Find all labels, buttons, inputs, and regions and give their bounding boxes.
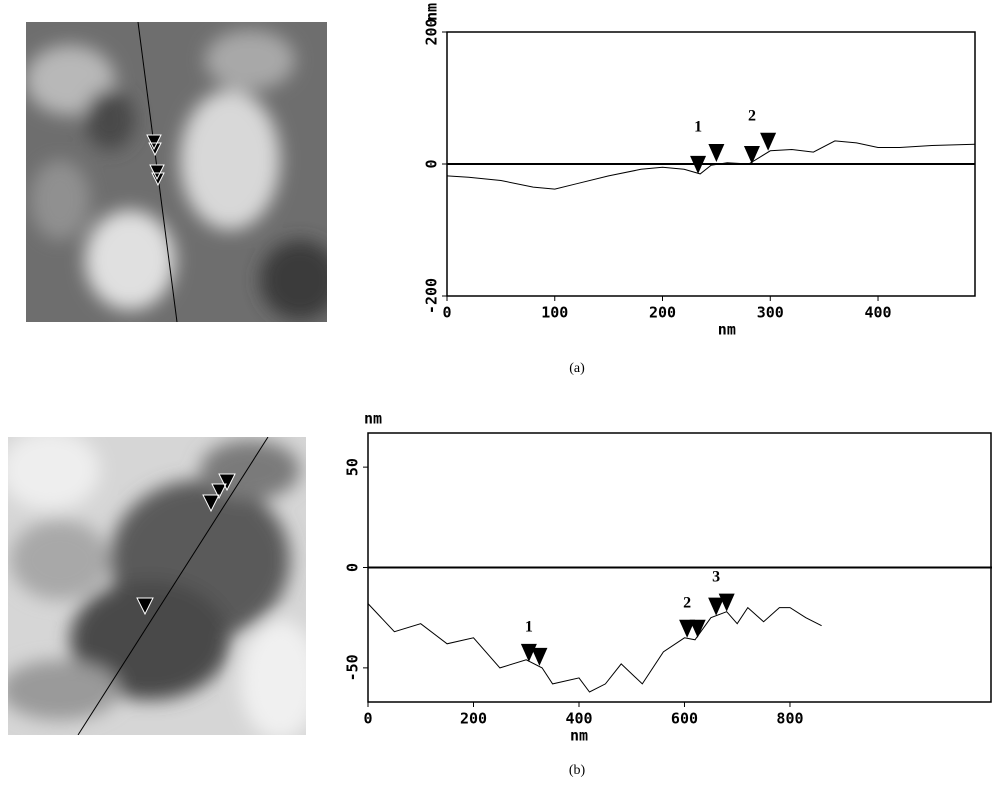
cursor-marker [690,155,707,174]
x-tick-label: 200 [649,304,676,322]
x-axis-label: nm [570,727,588,745]
marker-label: 3 [712,568,720,585]
y-tick-label: 0 [423,159,441,168]
marker-label: 1 [694,119,702,136]
y-axis-label: nm [423,3,441,21]
cursor-marker [760,132,777,151]
x-tick-label: 0 [363,710,372,728]
x-tick-label: 300 [757,304,784,322]
y-tick-label: 0 [344,563,362,572]
x-tick-label: 400 [864,304,891,322]
y-axis-label: nm [364,410,382,428]
cursor-marker [689,619,706,638]
y-tick-label: 50 [344,458,362,476]
cursor-marker [708,144,725,163]
marker-label: 2 [683,594,691,611]
y-tick-label: -50 [344,654,362,681]
x-tick-label: 600 [671,710,698,728]
cursor-marker [743,146,760,164]
y-tick-label: 200 [423,18,441,45]
afm-image-b [8,437,306,735]
x-tick-label: 400 [565,710,592,728]
plot [368,566,992,693]
cursor-marker [708,597,725,616]
profile-line [368,603,822,693]
caption: (b) [569,763,586,778]
cursor-marker [718,593,735,612]
profile-line [446,140,976,190]
cursor-marker [679,619,696,638]
y-tick-label: -200 [423,278,441,314]
x-tick-label: 800 [776,710,803,728]
afm-image-a [26,22,327,322]
plot [446,132,976,190]
caption: (a) [569,361,585,376]
marker-label: 1 [525,619,533,636]
marker-label: 2 [748,107,756,124]
x-axis-label: nm [718,321,736,339]
x-tick-label: 0 [442,304,451,322]
cursor-marker [531,647,548,666]
x-tick-label: 100 [541,304,568,322]
x-tick-label: 200 [460,710,487,728]
